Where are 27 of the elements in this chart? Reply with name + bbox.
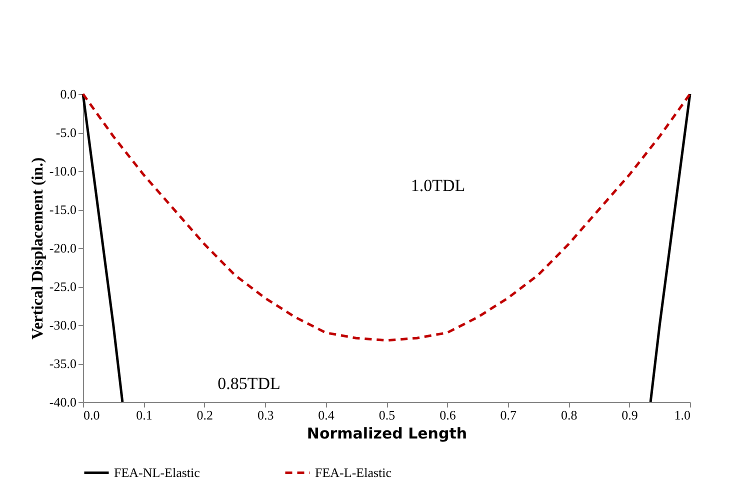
y-tick-label: 0.0	[60, 86, 76, 102]
x-tick-label: 0.9	[622, 408, 638, 422]
y-tick-label: -5.0	[56, 125, 76, 140]
x-tick-label: 0.6	[440, 408, 456, 422]
x-tick-label: 0.3	[257, 408, 274, 422]
y-tick-label: -30.0	[49, 318, 76, 332]
y-axis-title: Vertical Displacement (in.)	[29, 157, 46, 340]
annotation: 1.0TDL	[410, 176, 466, 195]
y-tick-label: -25.0	[49, 279, 76, 294]
x-tick-label: 0.1	[136, 408, 152, 422]
x-tick-label: 0.0	[84, 408, 100, 422]
legend-label: FEA-NL-Elastic	[114, 464, 200, 480]
x-tick-label: 0.4	[318, 408, 335, 422]
x-tick-label: 1.0	[674, 408, 690, 422]
annotation: 0.85TDL	[218, 374, 280, 393]
y-tick-label: -35.0	[49, 356, 76, 371]
y-tick-label: -15.0	[49, 202, 76, 217]
x-tick-label: 0.7	[500, 408, 518, 422]
legend-label: FEA-L-Elastic	[315, 464, 392, 480]
x-tick-label: 0.2	[196, 408, 214, 422]
y-tick-label: -40.0	[49, 394, 76, 410]
y-tick-label: -10.0	[49, 164, 76, 178]
x-tick-label: 0.5	[378, 408, 396, 422]
line-series	[82, 92, 692, 342]
x-axis-title: Normalized Length	[306, 424, 468, 442]
y-tick-label: -20.0	[49, 240, 76, 256]
x-tick-label: 0.8	[560, 408, 578, 422]
